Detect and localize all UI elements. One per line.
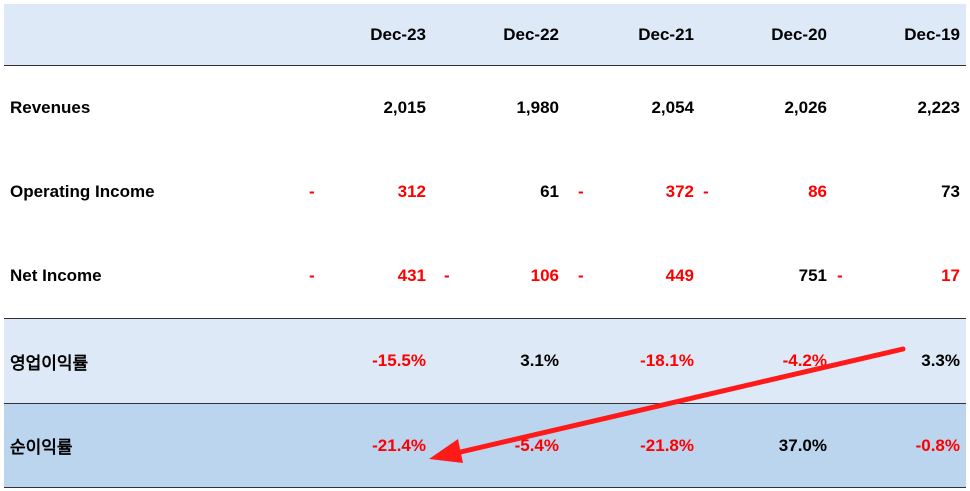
table-cell: 751 [798,266,827,285]
table-cell: -18.1% [640,351,694,370]
table-cell: 312 [397,182,426,201]
table-cell: 1,980 [516,98,559,117]
row-label: Revenues [10,98,91,117]
negative-sign: - [309,266,315,285]
table-cell: 106 [530,266,559,285]
row-label: 순이익률 [10,438,73,457]
table-cell: 2,223 [917,98,960,117]
table-cell: -21.4% [372,435,426,455]
row-label: Operating Income [10,182,155,201]
table-row-operating-margin: 영업이익률 -15.5% 3.1% -18.1% -4.2% 3.3% [4,319,966,404]
table-cell: 431 [397,266,426,285]
table-cell: 3.1% [520,351,559,370]
table-cell: -4.2% [782,351,827,370]
column-header-dec-23: Dec-23 [370,24,426,44]
column-header-dec-20: Dec-20 [771,24,827,44]
table-cell: -5.4% [514,435,559,455]
row-label: 영업이익률 [10,353,89,373]
negative-sign: - [578,182,584,201]
table-cell: 3.3% [921,351,960,370]
negative-sign: - [309,182,315,201]
table-cell: -21.8% [640,435,694,455]
table-row-revenues: Revenues 2,015 1,980 2,054 2,026 2,223 [4,66,966,150]
table-cell: 37.0% [778,435,827,455]
table-cell: 61 [540,182,559,201]
table-cell: 2,026 [784,98,827,117]
table-cell: 73 [941,182,960,201]
column-header-dec-19: Dec-19 [904,24,960,44]
table-cell: 2,054 [651,98,694,117]
table-cell: 372 [665,182,694,201]
row-label: Net Income [10,266,102,285]
table-row-operating-income: Operating Income - 312 61 - 372 - 86 73 [4,150,966,234]
table-cell: -0.8% [915,435,960,455]
negative-sign: - [837,266,843,285]
column-header-dec-21: Dec-21 [638,24,694,44]
table-row-net-margin: 순이익률 -21.4% -5.4% -21.8% 37.0% -0.8% [4,404,966,488]
table-cell: -15.5% [372,351,426,370]
table-cell: 86 [808,182,827,201]
negative-sign: - [578,266,584,285]
table-row-net-income: Net Income - 431 - 106 - 449 751 - 17 [4,234,966,319]
table-header-row: Dec-23 Dec-22 Dec-21 Dec-20 Dec-19 [4,4,966,66]
negative-sign: - [444,266,450,285]
table-cell: 449 [665,266,694,285]
table-cell: 2,015 [383,98,426,117]
negative-sign: - [703,182,709,201]
column-header-dec-22: Dec-22 [503,24,559,44]
table-cell: 17 [941,266,960,285]
